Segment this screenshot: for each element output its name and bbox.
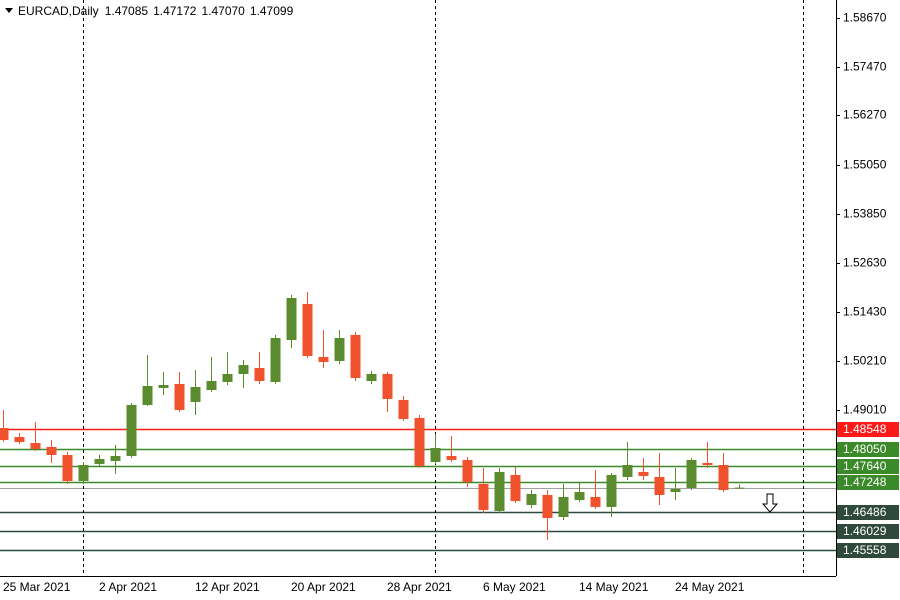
candle-body (526, 493, 537, 505)
candle-body (542, 494, 553, 519)
candle-body (366, 373, 377, 381)
candle-body (494, 471, 505, 511)
candle-body (190, 387, 201, 402)
level-label: 1.48548 (843, 422, 887, 436)
candle-body (142, 385, 153, 405)
candle-body (622, 465, 633, 477)
candle-body (462, 459, 473, 482)
candle-body (94, 458, 105, 464)
candle-body (78, 465, 89, 481)
candle-body (254, 368, 265, 381)
candle-body (30, 443, 41, 449)
ohlc-value: 1.47172 (153, 4, 197, 18)
candle-body (686, 459, 697, 488)
y-tick-label: 1.56270 (843, 108, 887, 122)
x-tick-label: 12 Apr 2021 (195, 580, 260, 594)
x-tick-label: 25 Mar 2021 (3, 580, 71, 594)
candle-body (206, 380, 217, 391)
candle-body (158, 384, 169, 388)
x-tick-label: 6 May 2021 (483, 580, 546, 594)
level-label: 1.46029 (843, 524, 887, 538)
y-tick-label: 1.49010 (843, 403, 887, 417)
y-tick-label: 1.55050 (843, 158, 887, 172)
candle-body (318, 356, 329, 363)
candle-body (590, 496, 601, 507)
level-label-box (837, 459, 899, 474)
x-tick-label: 14 May 2021 (579, 580, 649, 594)
candle-body (638, 471, 649, 477)
level-label: 1.45558 (843, 543, 887, 557)
candle-body (46, 446, 57, 455)
candle-body (606, 474, 617, 507)
candle-body (222, 373, 233, 382)
candle-body (270, 337, 281, 382)
x-tick-label: 28 Apr 2021 (387, 580, 452, 594)
candle-body (302, 304, 313, 356)
level-label: 1.47640 (843, 459, 887, 473)
candle-body (110, 455, 121, 461)
level-label-box (837, 524, 899, 539)
ohlc-value: 1.47099 (250, 4, 294, 18)
candle-body (238, 365, 249, 374)
x-tick-label: 2 Apr 2021 (99, 580, 157, 594)
candle-body (398, 399, 409, 419)
level-label-box (837, 505, 899, 520)
candle-body (350, 334, 361, 378)
candle-body (670, 488, 681, 492)
x-tick-label: 20 Apr 2021 (291, 580, 356, 594)
candle-body (446, 455, 457, 460)
candle-body (14, 437, 25, 442)
candle-body (718, 465, 729, 491)
candle-body (414, 418, 425, 466)
level-label-box (837, 442, 899, 457)
candle-body (734, 487, 745, 489)
y-tick-label: 1.57470 (843, 60, 887, 74)
candle-body (510, 474, 521, 502)
down-arrow (761, 493, 779, 513)
candle-body (702, 462, 713, 466)
y-tick-label: 1.51430 (843, 305, 887, 319)
y-tick-label: 1.53850 (843, 207, 887, 221)
candle-body (478, 483, 489, 510)
candle-body (126, 404, 137, 456)
y-tick-label: 1.58670 (843, 11, 887, 25)
candle-body (654, 476, 665, 495)
y-tick-label: 1.52630 (843, 256, 887, 270)
candle-body (62, 454, 73, 481)
level-label: 1.48050 (843, 442, 887, 456)
level-label-box (837, 543, 899, 558)
chart-title: EURCAD,Daily (18, 4, 99, 18)
candle-body (574, 491, 585, 500)
level-label-box (837, 422, 899, 437)
level-label: 1.47248 (843, 475, 887, 489)
candle-body (0, 427, 9, 441)
level-label: 1.46486 (843, 505, 887, 519)
candle-body (174, 384, 185, 410)
level-label-box (837, 475, 899, 490)
candle-body (286, 298, 297, 341)
x-tick-label: 24 May 2021 (675, 580, 745, 594)
menu-triangle[interactable] (5, 8, 13, 13)
ohlc-value: 1.47070 (201, 4, 245, 18)
candle-body (558, 496, 569, 517)
ohlc-value: 1.47085 (105, 4, 149, 18)
y-tick-label: 1.50210 (843, 354, 887, 368)
candle-body (382, 373, 393, 399)
candle-body (334, 337, 345, 361)
candle-body (430, 448, 441, 463)
